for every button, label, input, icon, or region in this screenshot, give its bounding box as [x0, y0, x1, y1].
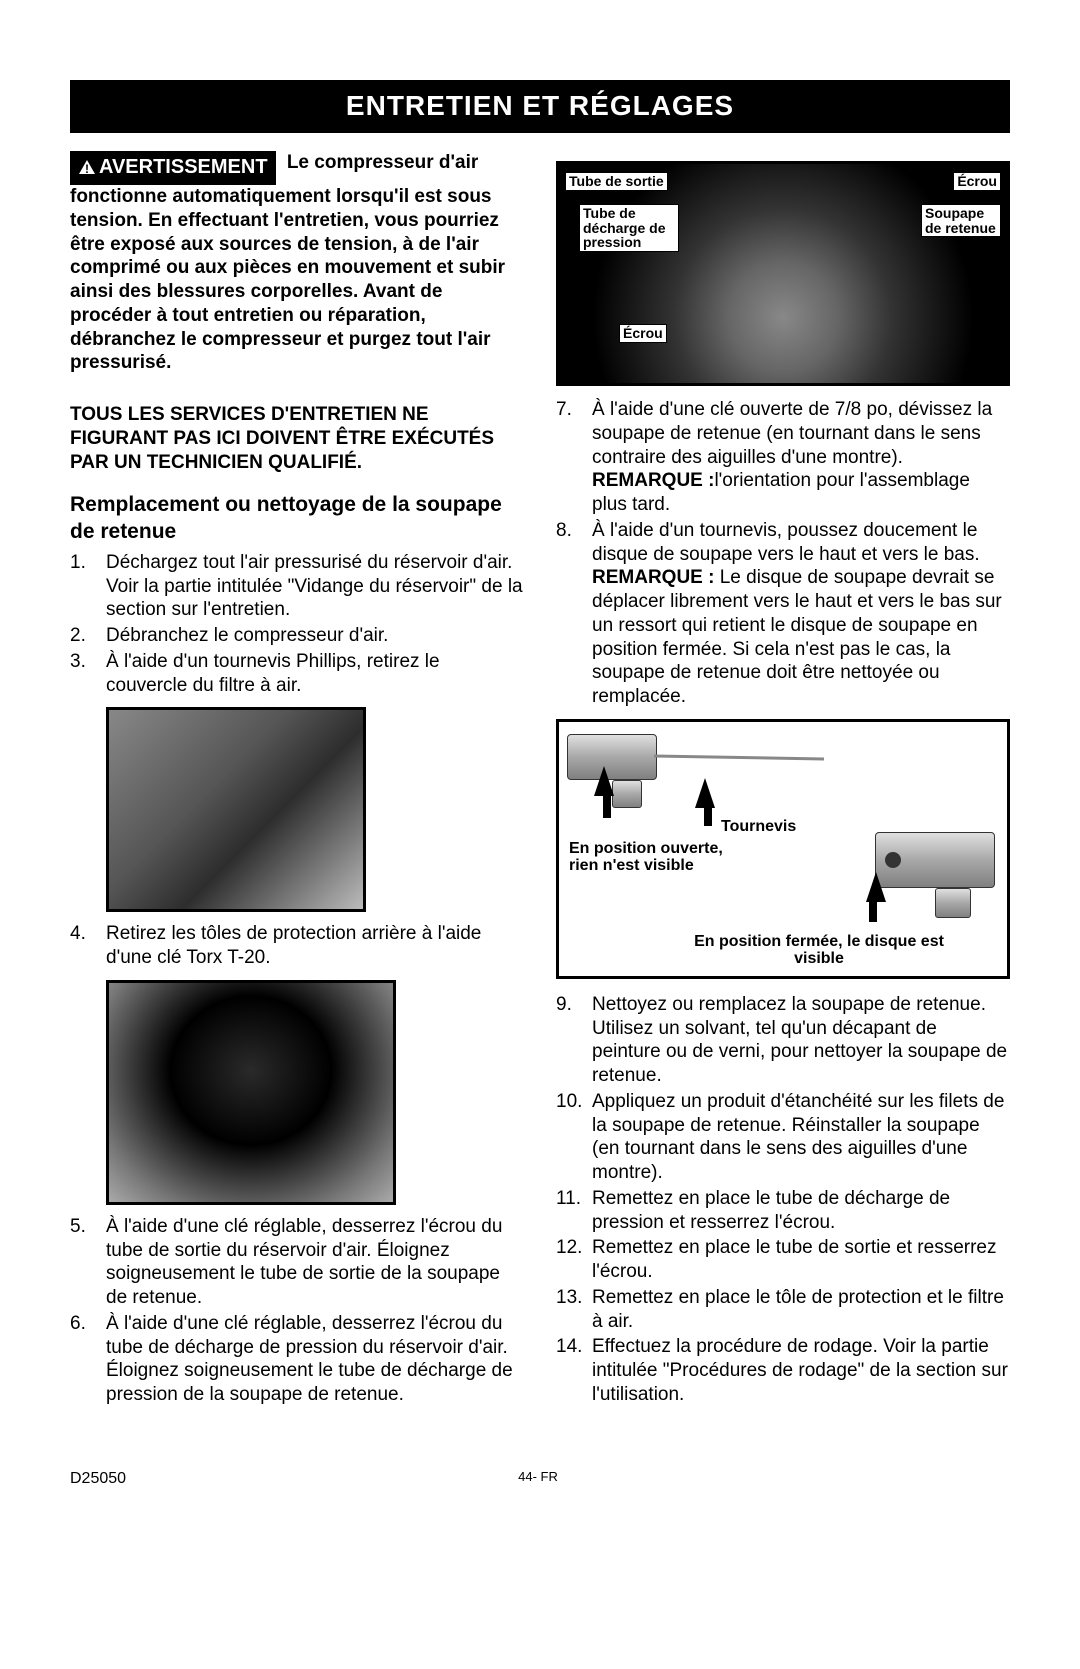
callout-nut-top: Écrou: [953, 172, 1001, 191]
footer-pagenum: 44- FR: [126, 1469, 950, 1489]
callout-relief-tube: Tube de décharge de pression: [579, 204, 679, 252]
warning-icon: !: [78, 159, 96, 175]
step-item: 5.À l'aide d'une clé réglable, desserrez…: [70, 1215, 524, 1310]
step-text: À l'aide d'un tournevis Phillips, retire…: [106, 650, 524, 698]
callout-nut-bottom: Écrou: [619, 324, 667, 343]
warning-label: ! AVERTISSEMENT: [70, 151, 276, 185]
step-item: 9.Nettoyez ou remplacez la soupape de re…: [556, 993, 1010, 1088]
step-item: 8.À l'aide d'un tournevis, poussez douce…: [556, 519, 1010, 709]
footer-docnum: D25050: [70, 1469, 126, 1489]
figure-filter-cover: [106, 707, 366, 912]
step-pre: À l'aide d'une clé ouverte de 7/8 po, dé…: [592, 399, 992, 468]
step-item: 3.À l'aide d'un tournevis Phillips, reti…: [70, 650, 524, 698]
step-item: 10.Appliquez un produit d'étanchéité sur…: [556, 1090, 1010, 1185]
step-num: 13.: [556, 1286, 592, 1334]
step-item: 12.Remettez en place le tube de sortie e…: [556, 1236, 1010, 1284]
step-text: Remettez en place le tube de décharge de…: [592, 1187, 1010, 1235]
warning-paragraph: ! AVERTISSEMENT Le compresseur d'air fonc…: [70, 151, 524, 375]
step-bold: REMARQUE :: [592, 567, 720, 588]
step-item: 2.Débranchez le compresseur d'air.: [70, 624, 524, 648]
step-num: 4.: [70, 922, 106, 970]
label-tournevis: Tournevis: [721, 818, 796, 836]
footer-spacer: [950, 1469, 1010, 1489]
step-text: À l'aide d'une clé réglable, desserrez l…: [106, 1215, 524, 1310]
step-num: 7.: [556, 398, 592, 517]
step-text: Remettez en place le tôle de protection …: [592, 1286, 1010, 1334]
step-text: Effectuez la procédure de rodage. Voir l…: [592, 1335, 1010, 1406]
section-subhead: Remplacement ou nettoyage de la soupape …: [70, 492, 524, 545]
steps-1-3: 1.Déchargez tout l'air pressurisé du rés…: [70, 551, 524, 698]
steps-5-6: 5.À l'aide d'une clé réglable, desserrez…: [70, 1215, 524, 1407]
figure-shroud: [106, 980, 396, 1205]
step-item: 13.Remettez en place le tôle de protecti…: [556, 1286, 1010, 1334]
step-num: 12.: [556, 1236, 592, 1284]
step-num: 10.: [556, 1090, 592, 1185]
step-num: 11.: [556, 1187, 592, 1235]
page-banner: ENTRETIEN ET RÉGLAGES: [70, 80, 1010, 133]
step-text: À l'aide d'une clé réglable, desserrez l…: [106, 1312, 524, 1407]
label-closed-position: En position fermée, le disque est visibl…: [679, 933, 959, 968]
steps-4: 4.Retirez les tôles de protection arrièr…: [70, 922, 524, 970]
svg-text:!: !: [85, 162, 89, 175]
label-open-position: En position ouverte, rien n'est visible: [569, 840, 729, 875]
step-num: 3.: [70, 650, 106, 698]
step-num: 6.: [70, 1312, 106, 1407]
step-item: 14.Effectuez la procédure de rodage. Voi…: [556, 1335, 1010, 1406]
warning-text: Le compresseur d'air fonctionne automati…: [70, 152, 505, 373]
steps-7-8: 7.À l'aide d'une clé ouverte de 7/8 po, …: [556, 398, 1010, 709]
callout-outlet-tube: Tube de sortie: [565, 172, 668, 191]
step-num: 9.: [556, 993, 592, 1088]
step-pre: À l'aide d'un tournevis, poussez douceme…: [592, 520, 980, 565]
step-text: Déchargez tout l'air pressurisé du réser…: [106, 551, 524, 622]
right-column: Tube de sortie Écrou Tube de décharge de…: [556, 151, 1010, 1409]
step-item: 4.Retirez les tôles de protection arrièr…: [70, 922, 524, 970]
step-num: 2.: [70, 624, 106, 648]
qualified-tech-note: TOUS LES SERVICES D'ENTRETIEN NE FIGURAN…: [70, 403, 524, 474]
step-item: 6.À l'aide d'une clé réglable, desserrez…: [70, 1312, 524, 1407]
warning-label-text: AVERTISSEMENT: [99, 156, 268, 178]
content-columns: ! AVERTISSEMENT Le compresseur d'air fonc…: [70, 151, 1010, 1409]
step-text: À l'aide d'un tournevis, poussez douceme…: [592, 519, 1010, 709]
callout-check-valve: Soupape de retenue: [921, 204, 1001, 237]
left-column: ! AVERTISSEMENT Le compresseur d'air fonc…: [70, 151, 524, 1409]
step-text: Appliquez un produit d'étanchéité sur le…: [592, 1090, 1010, 1185]
step-text: À l'aide d'une clé ouverte de 7/8 po, dé…: [592, 398, 1010, 517]
step-item: 11.Remettez en place le tube de décharge…: [556, 1187, 1010, 1235]
step-text: Retirez les tôles de protection arrière …: [106, 922, 524, 970]
step-item: 7.À l'aide d'une clé ouverte de 7/8 po, …: [556, 398, 1010, 517]
step-bold: REMARQUE :: [592, 470, 714, 491]
figure-valve-positions: Tournevis En position ouverte, rien n'es…: [556, 719, 1010, 979]
step-num: 8.: [556, 519, 592, 709]
step-num: 5.: [70, 1215, 106, 1310]
step-text: Nettoyez ou remplacez la soupape de rete…: [592, 993, 1010, 1088]
step-text: Remettez en place le tube de sortie et r…: [592, 1236, 1010, 1284]
figure-valve-assembly: Tube de sortie Écrou Tube de décharge de…: [556, 161, 1010, 386]
step-item: 1.Déchargez tout l'air pressurisé du rés…: [70, 551, 524, 622]
step-num: 14.: [556, 1335, 592, 1406]
step-text: Débranchez le compresseur d'air.: [106, 624, 524, 648]
step-num: 1.: [70, 551, 106, 622]
page-footer: D25050 44- FR: [70, 1469, 1010, 1489]
steps-9-14: 9.Nettoyez ou remplacez la soupape de re…: [556, 993, 1010, 1407]
